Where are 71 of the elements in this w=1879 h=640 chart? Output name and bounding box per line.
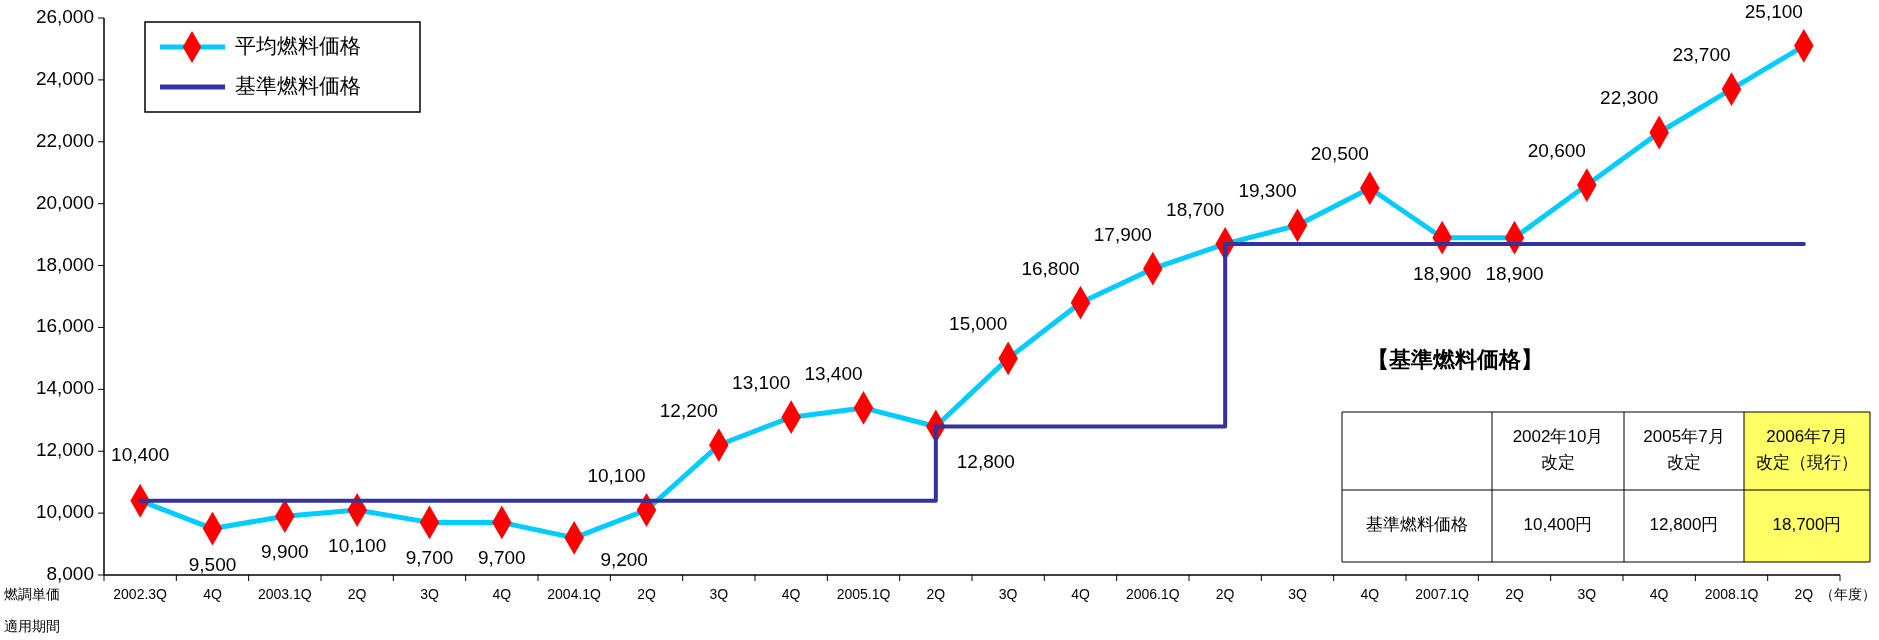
x-tick-label: 2Q: [926, 586, 946, 602]
annotation: 10,400円: [1523, 515, 1593, 535]
data-label: 16,800: [1021, 257, 1080, 279]
data-label: 18,700: [1166, 198, 1225, 220]
data-label: 9,700: [478, 547, 526, 569]
y-tick-label: 20,000: [35, 191, 94, 213]
data-label: 25,100: [1744, 0, 1803, 22]
annotation: 2002年10月改定: [1512, 427, 1604, 473]
x-tick-label: 2Q: [1215, 586, 1235, 602]
x-tick-label: 2002.3Q: [113, 586, 168, 602]
data-label: 9,700: [405, 547, 454, 569]
x-tick-label: 4Q: [781, 586, 801, 602]
x-tick-label: 3Q: [709, 586, 729, 602]
data-label: 18,900: [1485, 262, 1544, 284]
legend-label: 基準燃料価格: [235, 73, 361, 97]
x-tick-label: 2Q: [637, 586, 656, 602]
annotation: 2005年7月改定: [1643, 427, 1725, 473]
data-label: 15,000: [949, 313, 1008, 335]
data-label: 18,900: [1413, 262, 1472, 284]
data-label: 9,200: [600, 548, 648, 570]
data-label: 10,100: [328, 535, 387, 557]
x-tick-label: 2005.1Q: [836, 586, 891, 602]
x-tick-label: 4Q: [203, 586, 222, 602]
x-tick-label: 2003.1Q: [257, 586, 312, 602]
annotation: 2006年7月改定（現行）: [1756, 427, 1858, 473]
x-tick-label: 2Q: [1794, 586, 1814, 602]
annotation: 【基準燃料価格】: [1367, 347, 1543, 372]
data-label: 10,100: [587, 465, 646, 487]
x-tick-label: 3Q: [1288, 586, 1307, 602]
y-tick-label: 14,000: [35, 377, 94, 399]
data-label: 23,700: [1672, 44, 1731, 66]
data-label: 10,400: [111, 443, 170, 465]
text: 適用期間: [4, 618, 60, 634]
y-tick-label: 22,000: [35, 129, 94, 151]
x-tick-label: 4Q: [1071, 586, 1090, 602]
y-tick-label: 8,000: [46, 563, 94, 585]
x-axis-title: （年度）: [1820, 586, 1876, 602]
data-label: 13,100: [732, 372, 791, 394]
y-tick-label: 10,000: [35, 501, 94, 523]
data-label: 17,900: [1093, 223, 1152, 245]
x-tick-label: 2Q: [347, 586, 367, 602]
y-tick-label: 24,000: [35, 67, 94, 89]
text: 燃調単価: [4, 586, 60, 602]
y-tick-label: 18,000: [35, 253, 94, 275]
data-label: 12,800: [956, 451, 1015, 473]
data-label: 13,400: [804, 362, 863, 384]
legend-label: 平均燃料価格: [235, 33, 361, 57]
data-label: 20,600: [1527, 140, 1586, 162]
x-tick-label: 4Q: [1649, 586, 1669, 602]
data-label: 9,500: [188, 553, 237, 575]
x-tick-label: 2004.1Q: [547, 586, 602, 602]
data-label: 9,900: [261, 541, 309, 563]
data-label: 12,200: [659, 400, 718, 422]
data-label: 20,500: [1310, 143, 1369, 165]
x-tick-label: 2007.1Q: [1415, 586, 1470, 602]
y-tick-label: 16,000: [35, 315, 94, 337]
x-tick-label: 4Q: [1360, 586, 1380, 602]
y-tick-label: 12,000: [35, 439, 94, 461]
x-tick-label: 2Q: [1505, 586, 1524, 602]
x-tick-label: 3Q: [420, 586, 439, 602]
annotation: 18,700円: [1772, 515, 1842, 535]
x-tick-label: 3Q: [1577, 586, 1597, 602]
annotation: 基準燃料価格: [1366, 515, 1468, 535]
data-label: 19,300: [1238, 180, 1297, 202]
x-tick-label: 4Q: [492, 586, 512, 602]
x-tick-label: 3Q: [998, 586, 1018, 602]
data-label: 22,300: [1600, 87, 1659, 109]
x-tick-label: 2006.1Q: [1125, 586, 1180, 602]
x-tick-label: 2008.1Q: [1704, 586, 1759, 602]
annotation: 12,800円: [1649, 515, 1719, 535]
y-tick-label: 26,000: [35, 6, 94, 28]
